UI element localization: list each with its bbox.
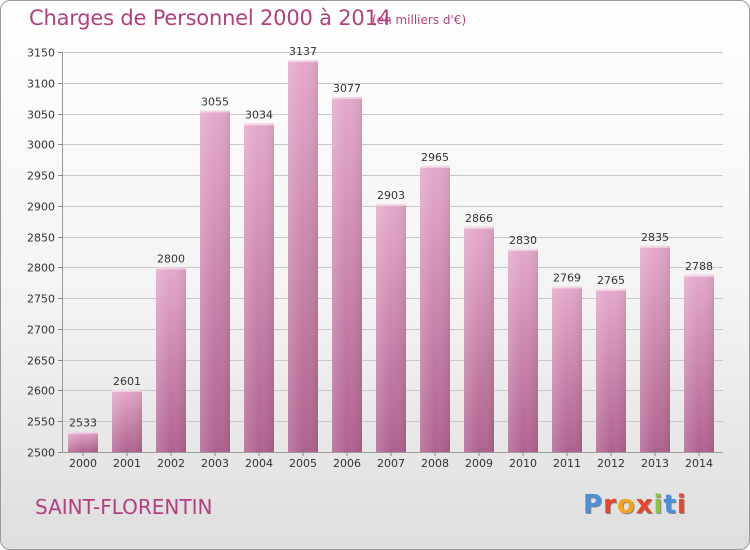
bar-shade (200, 110, 230, 452)
y-tick-label: 2500 (27, 447, 55, 460)
axes: 2500 2550 2600 2650 2700 2750 2800 2850 2900 2950… (27, 47, 723, 470)
x-tick-label: 2008 (421, 457, 449, 470)
bar-shade (112, 389, 142, 452)
x-tick-label: 2009 (465, 457, 493, 470)
y-tick-label: 2750 (27, 293, 55, 306)
bar-top-highlight (200, 110, 230, 113)
data-label: 3034 (245, 108, 273, 121)
bars (68, 60, 714, 452)
bar-shade (332, 96, 362, 452)
y-tick-label: 2950 (27, 170, 55, 183)
y-tick-label: 3150 (27, 47, 55, 60)
data-label: 2601 (113, 375, 141, 388)
x-tick-label: 2007 (377, 457, 405, 470)
x-tick-label: 2005 (289, 457, 317, 470)
bar-top-highlight (640, 245, 670, 248)
y-tick-label: 2650 (27, 355, 55, 368)
x-tick-label: 2010 (509, 457, 537, 470)
bar-shade (552, 286, 582, 452)
data-label: 2769 (553, 271, 581, 284)
bar-shade (156, 267, 186, 452)
bar-top-highlight (156, 267, 186, 270)
x-tick-label: 2001 (113, 457, 141, 470)
bar-top-highlight (552, 286, 582, 289)
data-label: 2830 (509, 234, 537, 247)
bar-shade (68, 431, 98, 452)
proxiti-logo: Proxiti (583, 490, 687, 520)
logo-letter: x (635, 490, 654, 520)
logo-letter: i (653, 490, 664, 520)
x-tick-label: 2006 (333, 457, 361, 470)
bar-top-highlight (420, 165, 450, 168)
bar-shade (596, 288, 626, 452)
bar-top-highlight (596, 288, 626, 291)
x-tick-label: 2002 (157, 457, 185, 470)
bar-shade (244, 123, 274, 452)
bar-shade (684, 274, 714, 452)
bar-top-highlight (244, 123, 274, 126)
bar-top-highlight (464, 226, 494, 229)
data-label: 2765 (597, 274, 625, 287)
bar-top-highlight (684, 274, 714, 277)
bar-top-highlight (332, 96, 362, 99)
x-tick-label: 2004 (245, 457, 273, 470)
data-label: 3137 (289, 45, 317, 58)
logo-letter: r (603, 490, 617, 520)
logo-letter: o (616, 490, 636, 520)
bar-shade (640, 245, 670, 452)
data-label: 3077 (333, 82, 361, 95)
bar-shade (464, 226, 494, 452)
logo-letter: i (676, 490, 687, 520)
bar-top-highlight (288, 60, 318, 62)
y-tick-label: 2550 (27, 416, 55, 429)
x-tick-label: 2013 (641, 457, 669, 470)
y-tick-label: 2600 (27, 385, 55, 398)
data-labels: 2533 2601 2800 3055 3034 3137 3077 2903 2965 2866… (69, 45, 713, 430)
data-label: 2903 (377, 189, 405, 202)
bar-shade (420, 165, 450, 452)
chart-subtitle: (en milliers d'€) (372, 13, 467, 27)
data-label: 2788 (685, 260, 713, 273)
bar-shade (376, 204, 406, 452)
chart-title: Charges de Personnel 2000 à 2014 (29, 6, 391, 30)
bar-shade (508, 248, 538, 452)
x-tick-label: 2011 (553, 457, 581, 470)
y-tick-label: 3000 (27, 139, 55, 152)
data-label: 2866 (465, 212, 493, 225)
bar-top-highlight (112, 389, 142, 392)
logo-letter: t (663, 490, 677, 520)
data-label: 2965 (421, 151, 449, 164)
y-tick-label: 2800 (27, 262, 55, 275)
data-label: 2800 (157, 252, 185, 265)
y-tick-label: 2700 (27, 324, 55, 337)
data-label: 3055 (201, 95, 229, 108)
data-label: 2835 (641, 231, 669, 244)
x-tick-label: 2012 (597, 457, 625, 470)
location-label: SAINT-FLORENTIN (35, 495, 213, 519)
bar-shade (288, 60, 318, 452)
bar-top-highlight (508, 248, 538, 251)
data-label: 2533 (69, 417, 97, 430)
bar-top-highlight (68, 431, 98, 434)
y-tick-label: 2900 (27, 201, 55, 214)
x-tick-label: 2000 (69, 457, 97, 470)
x-tick-label: 2003 (201, 457, 229, 470)
y-tick-label: 2850 (27, 232, 55, 245)
logo-letter: P (583, 490, 604, 520)
y-tick-label: 3050 (27, 109, 55, 122)
y-tick-label: 3100 (27, 78, 55, 91)
bar-top-highlight (376, 204, 406, 206)
x-tick-label: 2014 (685, 457, 713, 470)
